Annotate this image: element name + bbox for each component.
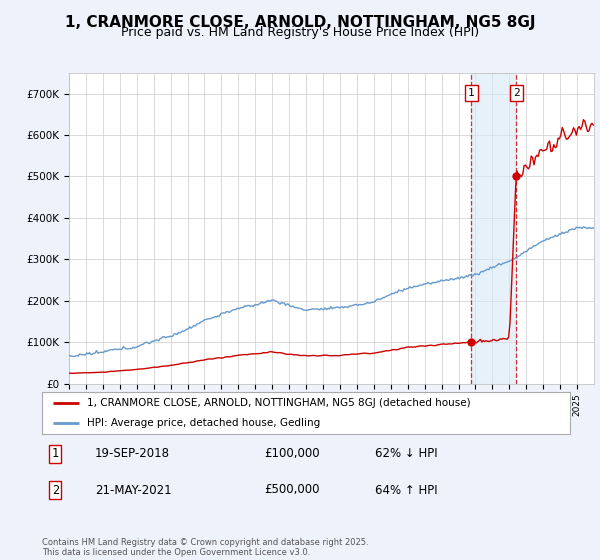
Text: 21-MAY-2021: 21-MAY-2021	[95, 483, 172, 497]
Text: 1, CRANMORE CLOSE, ARNOLD, NOTTINGHAM, NG5 8GJ: 1, CRANMORE CLOSE, ARNOLD, NOTTINGHAM, N…	[65, 15, 535, 30]
Text: 1: 1	[468, 88, 475, 98]
Bar	[471, 73, 516, 384]
Text: £100,000: £100,000	[264, 447, 319, 460]
Text: 1: 1	[52, 447, 59, 460]
Text: 2: 2	[513, 88, 520, 98]
Text: £500,000: £500,000	[264, 483, 319, 497]
Text: HPI: Average price, detached house, Gedling: HPI: Average price, detached house, Gedl…	[87, 418, 320, 428]
Text: 2: 2	[52, 483, 59, 497]
Text: Price paid vs. HM Land Registry's House Price Index (HPI): Price paid vs. HM Land Registry's House …	[121, 26, 479, 39]
Text: 1, CRANMORE CLOSE, ARNOLD, NOTTINGHAM, NG5 8GJ (detached house): 1, CRANMORE CLOSE, ARNOLD, NOTTINGHAM, N…	[87, 398, 470, 408]
Text: 19-SEP-2018: 19-SEP-2018	[95, 447, 170, 460]
Text: Contains HM Land Registry data © Crown copyright and database right 2025.
This d: Contains HM Land Registry data © Crown c…	[42, 538, 368, 557]
Text: 62% ↓ HPI: 62% ↓ HPI	[374, 447, 437, 460]
Text: 64% ↑ HPI: 64% ↑ HPI	[374, 483, 437, 497]
